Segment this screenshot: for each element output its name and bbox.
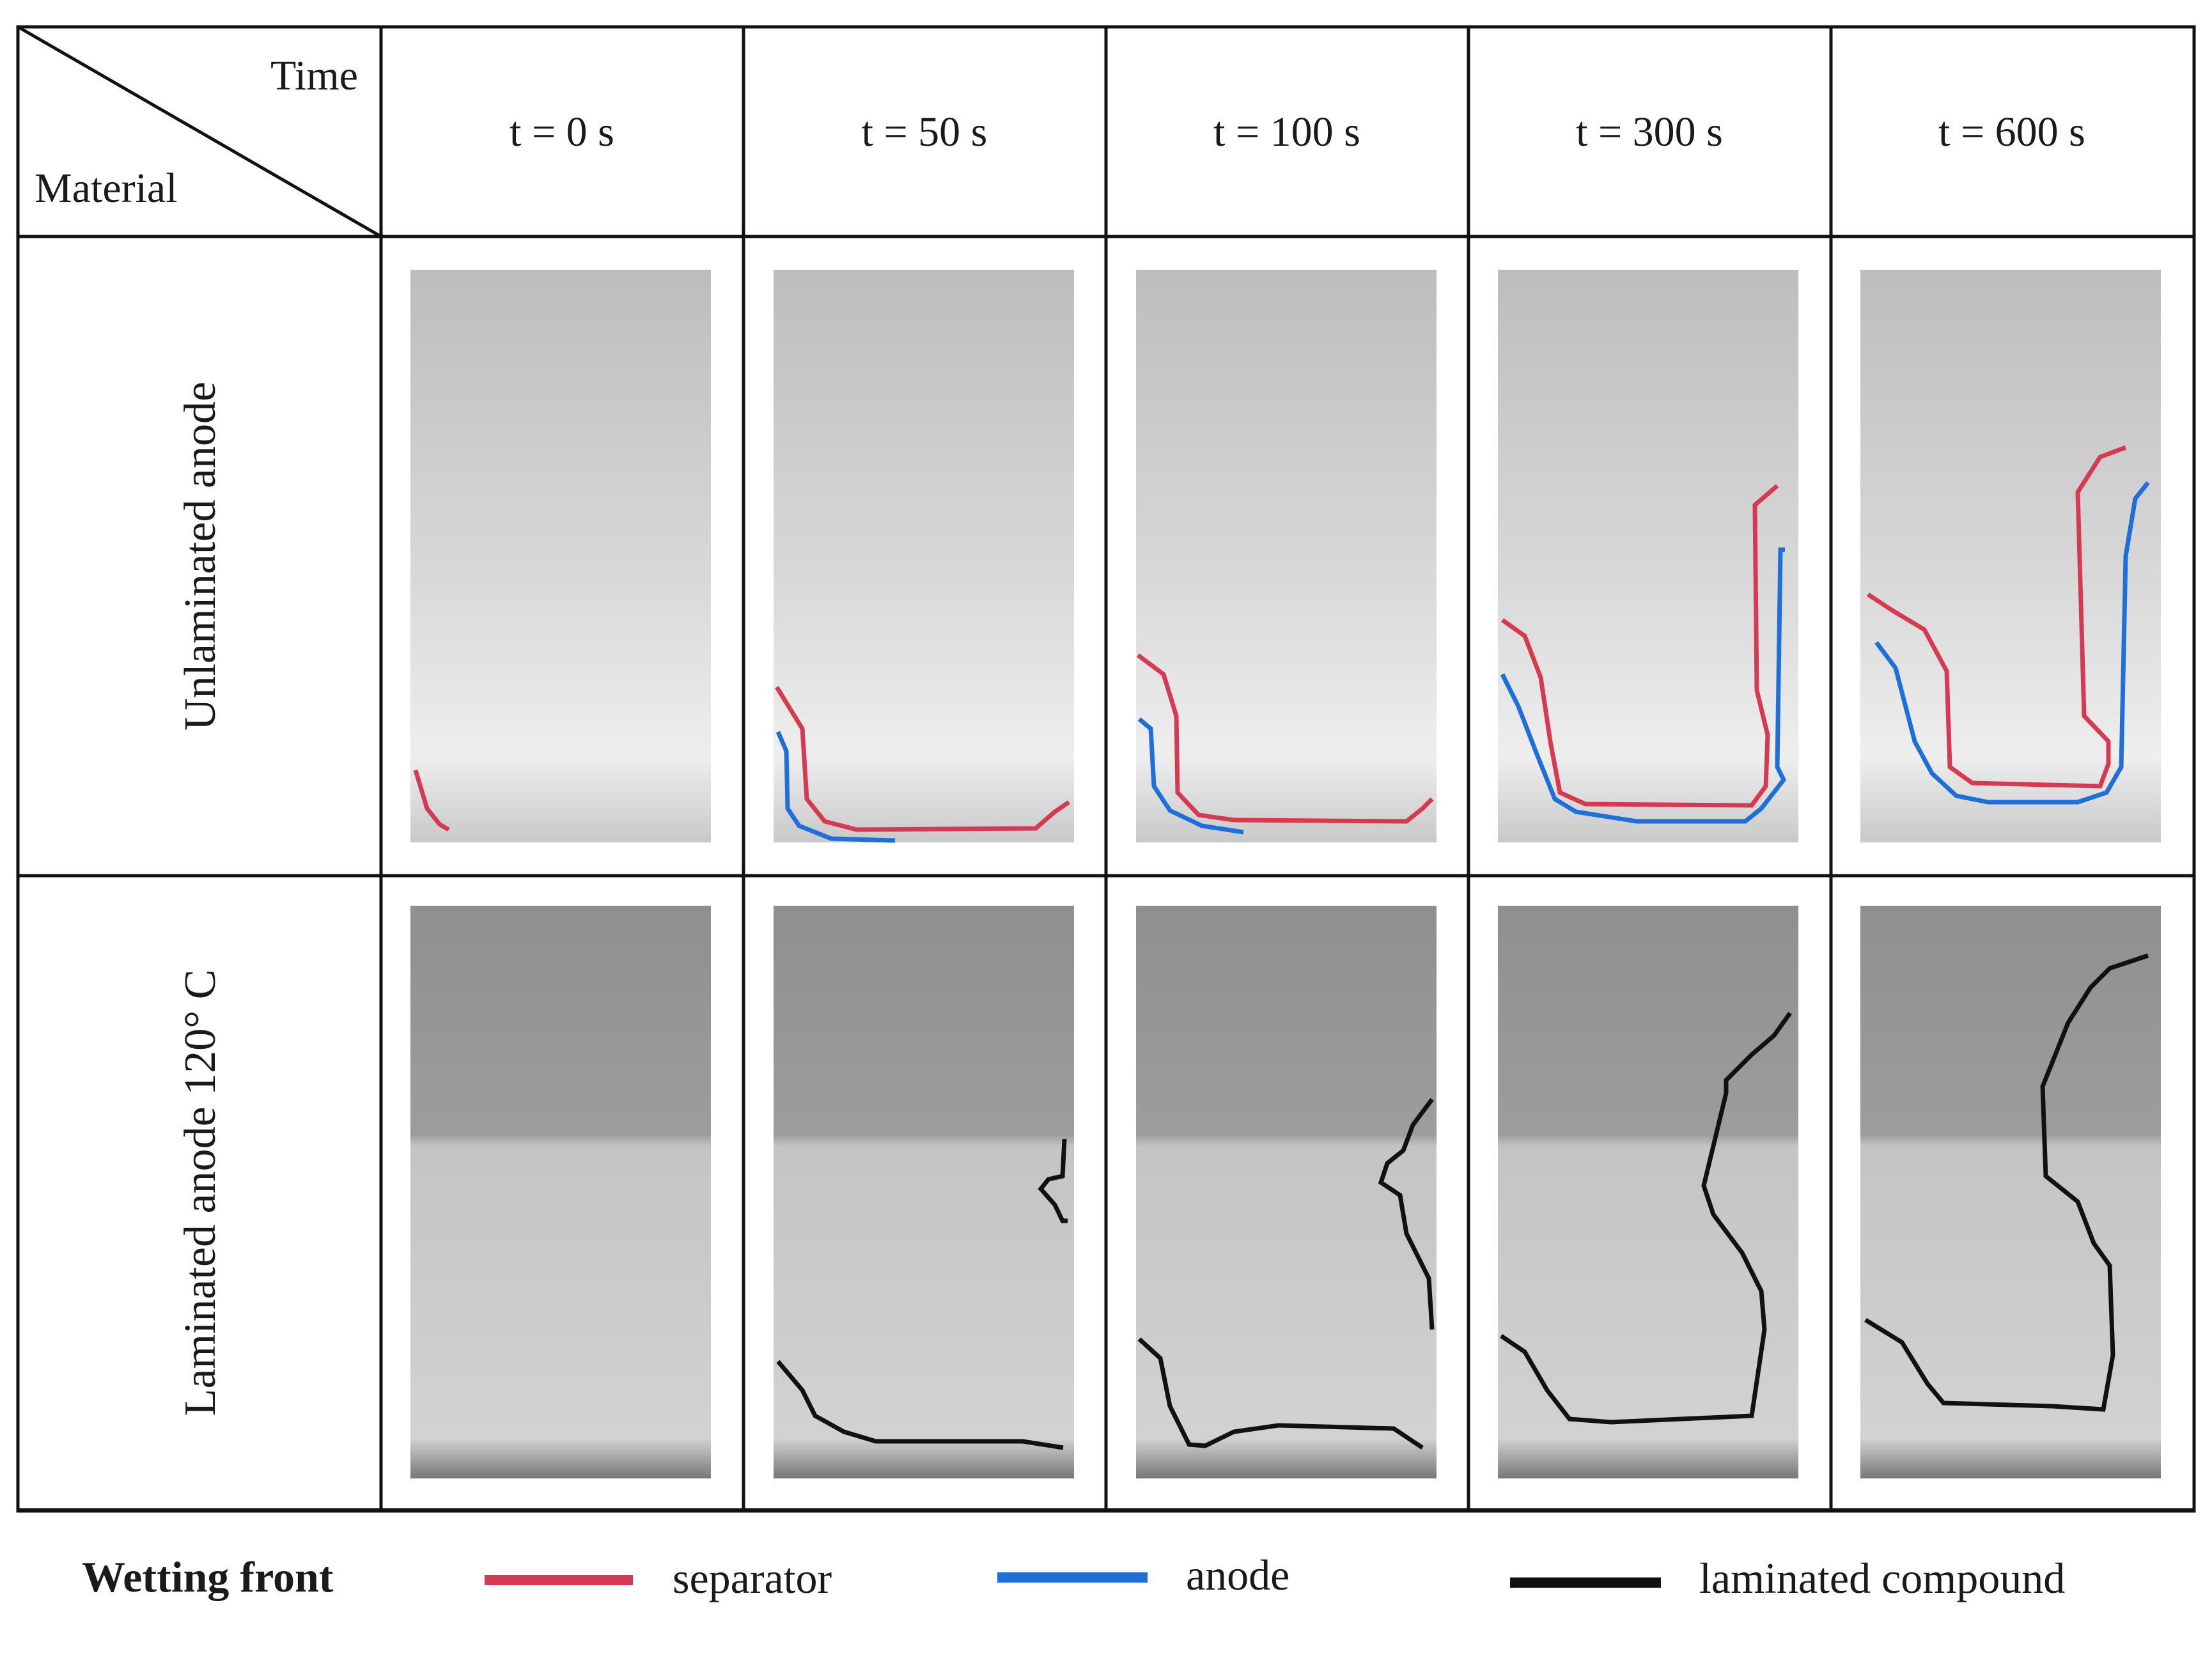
time-header-2: t = 100 s <box>1213 109 1360 155</box>
photo-unlaminated-t50 <box>774 270 1074 843</box>
laminated-compound-front-line <box>1137 1337 1424 1450</box>
time-header-1: t = 50 s <box>862 109 988 155</box>
photo-laminated-t600 <box>1860 906 2161 1478</box>
row-label-laminated: Laminated anode 120° C <box>176 970 225 1416</box>
photo-unlaminated-t0 <box>410 270 711 842</box>
legend: Wetting front separator anode laminated … <box>82 1551 2065 1602</box>
corner-material-label: Material <box>35 165 178 212</box>
laminated-compound-front-line <box>776 1360 1064 1450</box>
legend-anode-label: anode <box>1186 1551 1289 1599</box>
anode-front-line <box>775 731 896 843</box>
photo-unlaminated-t300 <box>1498 270 1798 842</box>
row-label-unlaminated: Unlaminated anode <box>176 382 225 731</box>
table-grid <box>16 25 2196 1513</box>
separator-front-line <box>1500 484 1779 808</box>
separator-front-line <box>413 769 450 832</box>
time-header-3: t = 300 s <box>1576 109 1723 155</box>
row-unlaminated-images <box>410 270 2161 843</box>
photo-laminated-t0 <box>410 906 711 1478</box>
legend-title: Wetting front <box>82 1553 334 1601</box>
time-header-0: t = 0 s <box>510 109 614 155</box>
anode-front-line <box>1874 481 2150 805</box>
photo-unlaminated-t100 <box>1136 270 1437 842</box>
legend-laminated-compound-label: laminated compound <box>1699 1554 2065 1602</box>
separator-front-line <box>1136 653 1434 824</box>
anode-front-line <box>1137 717 1244 835</box>
separator-front-line <box>1867 445 2127 789</box>
corner-time-label: Time <box>270 52 358 99</box>
separator-front-line <box>775 686 1070 832</box>
laminated-compound-front-line <box>1038 1138 1068 1223</box>
legend-separator-label: separator <box>673 1554 832 1602</box>
time-headers: t = 0 s t = 50 s t = 100 s t = 300 s t =… <box>510 109 2085 155</box>
anode-front-line <box>1500 547 1787 824</box>
photo-unlaminated-t600 <box>1860 270 2161 842</box>
laminated-compound-front-line <box>1500 1011 1792 1425</box>
time-header-4: t = 600 s <box>1938 109 2085 155</box>
row-laminated-images <box>410 906 2161 1478</box>
laminated-compound-front-line <box>1864 953 2149 1412</box>
laminated-compound-front-line <box>1378 1097 1435 1330</box>
photo-laminated-t300 <box>1498 906 1798 1478</box>
photo-laminated-t100 <box>1136 906 1437 1478</box>
photo-laminated-t50 <box>774 906 1074 1478</box>
